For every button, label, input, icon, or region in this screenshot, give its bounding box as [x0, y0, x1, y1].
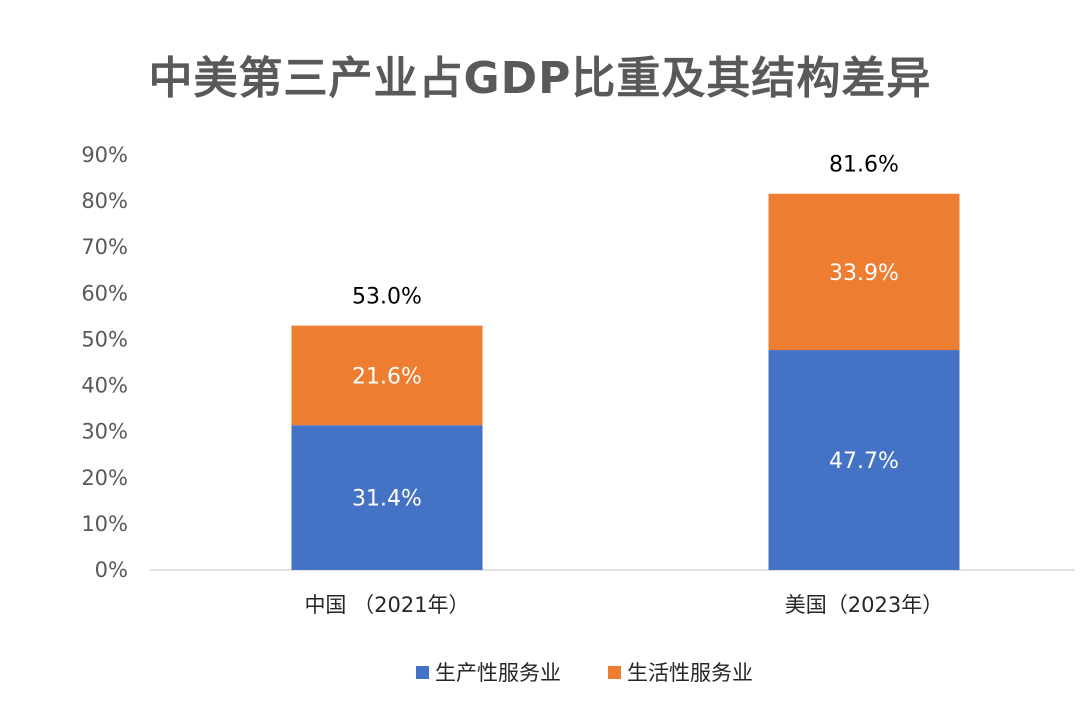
- bar-value-label: 31.4%: [352, 487, 422, 512]
- y-tick-label: 70%: [81, 235, 128, 259]
- bar-value-label: 33.9%: [829, 261, 899, 286]
- bar-total-label: 53.0%: [352, 285, 422, 310]
- y-tick-label: 40%: [81, 374, 128, 398]
- bar-value-label: 21.6%: [352, 364, 422, 389]
- y-tick-label: 10%: [81, 512, 128, 536]
- y-tick-label: 0%: [95, 558, 128, 582]
- legend-swatch: [608, 666, 621, 679]
- y-tick-label: 50%: [81, 327, 128, 351]
- bar-total-label: 81.6%: [829, 153, 899, 178]
- chart-title: 中美第三产业占GDP比重及其结构差异: [148, 53, 932, 104]
- legend-label: 生活性服务业: [627, 661, 753, 685]
- bar-segment-production: [291, 425, 483, 570]
- bar-value-label: 47.7%: [829, 449, 899, 474]
- y-tick-label: 20%: [81, 466, 128, 490]
- bar-segment-consumer: [291, 325, 483, 426]
- bar-segment-production: [768, 350, 960, 570]
- y-tick-label: 60%: [81, 281, 128, 305]
- legend-label: 生产性服务业: [435, 661, 561, 685]
- category-label: 美国（2023年）: [785, 593, 943, 617]
- bar-segment-consumer: [768, 193, 960, 351]
- category-label: 中国 （2021年）: [304, 593, 469, 617]
- legend-swatch: [416, 666, 429, 679]
- y-tick-label: 80%: [81, 189, 128, 213]
- y-tick-label: 30%: [81, 420, 128, 444]
- y-tick-label: 90%: [81, 143, 128, 167]
